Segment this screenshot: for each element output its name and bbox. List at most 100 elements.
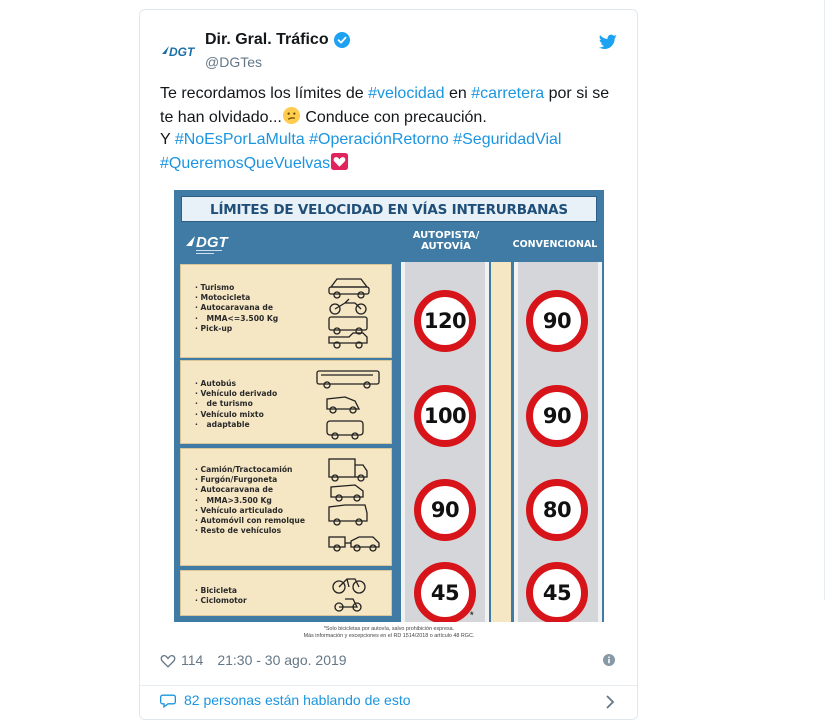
vehicles-group-4-icons [332, 578, 366, 612]
column-header-autopista-line2: AUTOVÍA [421, 241, 471, 252]
hashtag-noesporlamulta[interactable]: #NoEsPorLaMulta [174, 131, 305, 148]
vehicle-item: Resto de vehículos [195, 526, 305, 536]
hashtag-seguridadvial[interactable]: #SeguridadVial [453, 131, 562, 148]
twitter-bird-icon[interactable] [599, 34, 617, 50]
author-avatar[interactable]: DGT [160, 36, 196, 66]
hashtag-carretera[interactable]: #carretera [471, 85, 545, 102]
vehicle-item: Vehículo derivado [195, 389, 278, 399]
vehicle-item-cont: MMA>3.500 Kg [206, 495, 272, 505]
vehicle-item: Pick-up [195, 324, 278, 334]
vehicle-item-cont: adaptable [206, 419, 250, 429]
like-count[interactable]: 114 [181, 652, 204, 668]
speed-value: 90 [430, 498, 460, 522]
speed-sign-autopista-group-3: 90 [414, 479, 476, 541]
speed-sign-autopista-group-2: 100 [414, 385, 476, 447]
info-icon[interactable] [603, 654, 615, 666]
speed-value: 45 [542, 581, 572, 605]
vehicle-item-cont: MMA<=3.500 Kg [206, 313, 279, 323]
vehicle-item: Autobús [195, 379, 277, 389]
vehicle-group-2-list: Autobús Vehículo derivado de turismo Veh… [195, 379, 278, 430]
speed-value: 80 [542, 498, 572, 522]
tweet-card[interactable]: DGT Dir. Gral. Tráfico @DGTes Te recorda… [139, 9, 638, 720]
column-header-convencional: CONVENCIONAL [512, 239, 598, 250]
infographic-footnote: *Solo bicicletas por autovía, salvo proh… [174, 622, 604, 646]
infographic-dgt-logo: DGT [184, 230, 254, 261]
vehicles-group-1-icons [328, 278, 370, 349]
chevron-right-icon[interactable] [605, 695, 615, 709]
speech-bubble-icon [160, 694, 176, 708]
vehicle-group-1: Turismo Motocicleta Autocaravana de MMA<… [180, 264, 392, 358]
speed-sign-convencional-group-1: 90 [526, 290, 588, 352]
vehicle-item: adaptable [195, 420, 277, 430]
vehicle-item: Automóvil con remolque [195, 516, 305, 526]
vehicle-item: Autocaravana de [195, 485, 305, 495]
hashtag-queremosquevuelvas[interactable]: #QueremosQueVuelvas [160, 154, 331, 172]
vehicle-item: Bicicleta [195, 586, 247, 596]
tweet-text: Te recordamos los límites de #velocidad … [160, 83, 625, 175]
conversation-text[interactable]: 82 personas están hablando de esto [184, 692, 411, 708]
infographic-logo-text: DGT [196, 234, 230, 251]
vehicle-group-1-list: Turismo Motocicleta Autocaravana de MMA<… [195, 283, 279, 334]
lane-median [491, 262, 511, 624]
tweet-meta: 114 21:30 - 30 ago. 2019 [160, 652, 347, 668]
lane-edge [598, 262, 602, 624]
speed-value: 90 [542, 309, 572, 333]
vehicle-group-2: Autobús Vehículo derivado de turismo Veh… [180, 360, 392, 444]
author-block[interactable]: Dir. Gral. Tráfico @DGTes [205, 31, 350, 70]
footnote-line-1: *Solo bicicletas por autovía, salvo proh… [323, 626, 455, 632]
lane-edge [514, 262, 518, 624]
hashtag-operacionretorno[interactable]: #OperaciónRetorno [309, 131, 449, 148]
speed-sign-autopista-group-4: 45 [414, 562, 476, 624]
vehicle-item: Furgón/Furgoneta [195, 475, 305, 485]
infographic-title: LÍMITES DE VELOCIDAD EN VÍAS INTERURBANA… [210, 202, 568, 218]
asterisk-mark: * [470, 610, 474, 620]
column-header-autopista: AUTOPISTA/ AUTOVÍA [400, 230, 492, 252]
author-handle[interactable]: @DGTes [205, 54, 262, 70]
vehicles-group-2-icons [316, 370, 380, 440]
vehicle-group-3-list: Camión/Tractocamión Furgón/Furgoneta Aut… [195, 465, 305, 536]
infographic-title-box: LÍMITES DE VELOCIDAD EN VÍAS INTERURBANA… [181, 196, 597, 222]
speed-value: 120 [423, 309, 467, 333]
vehicle-item: Vehículo mixto [195, 410, 277, 420]
lane-edge [485, 262, 489, 624]
speed-value: 100 [423, 404, 467, 428]
vehicles-group-3-icons [328, 458, 380, 552]
hashtag-velocidad[interactable]: #velocidad [368, 85, 445, 102]
vehicle-item: Camión/Tractocamión [195, 465, 305, 475]
tweet-text-segment: Te recordamos los límites de [160, 85, 369, 102]
vehicle-item: Turismo [195, 283, 278, 293]
speed-value: 90 [542, 404, 572, 428]
vehicle-item: Autocaravana de [195, 303, 278, 313]
svg-text:DGT: DGT [169, 45, 196, 59]
vehicle-item: Motocicleta [195, 293, 278, 303]
speed-value: 45 [430, 581, 460, 605]
vehicle-item: MMA>3.500 Kg [195, 496, 305, 506]
heart-icon[interactable] [160, 653, 176, 668]
vehicle-group-4: Bicicleta Ciclomotor [180, 570, 392, 616]
verified-badge-icon [333, 32, 350, 48]
page-edge-rule [824, 0, 825, 600]
footnote-line-2: Más información y excepciones en el RD 1… [303, 633, 475, 639]
vehicle-item: Vehículo articulado [195, 506, 305, 516]
tweet-text-segment: Conduce con precaución. [300, 108, 487, 126]
speed-sign-convencional-group-3: 80 [526, 479, 588, 541]
column-header-autopista-line1: AUTOPISTA/ [412, 230, 480, 241]
tweet-timestamp[interactable]: 21:30 - 30 ago. 2019 [217, 652, 347, 668]
vehicle-item: de turismo [195, 399, 277, 409]
speed-limits-infographic[interactable]: LÍMITES DE VELOCIDAD EN VÍAS INTERURBANA… [174, 190, 604, 632]
conversation-link[interactable]: 82 personas están hablando de esto [160, 692, 411, 708]
lane-edge [401, 262, 405, 624]
confused-face-emoji-icon [282, 106, 300, 124]
tweet-text-segment: por si se te han olvidado... [160, 85, 610, 126]
speed-sign-convencional-group-2: 90 [526, 385, 588, 447]
vehicle-item: Ciclomotor [195, 596, 247, 606]
speed-sign-convencional-group-4: 45 [526, 562, 588, 624]
footer-divider [140, 685, 637, 686]
author-name[interactable]: Dir. Gral. Tráfico [205, 31, 329, 48]
vehicle-item-cont: de turismo [206, 399, 253, 409]
vehicle-group-3: Camión/Tractocamión Furgón/Furgoneta Aut… [180, 448, 392, 566]
vehicle-group-4-list: Bicicleta Ciclomotor [195, 586, 247, 606]
vehicle-item: MMA<=3.500 Kg [195, 313, 279, 324]
tweet-text-segment: en [444, 85, 472, 102]
heart-emoji-icon [331, 152, 349, 170]
